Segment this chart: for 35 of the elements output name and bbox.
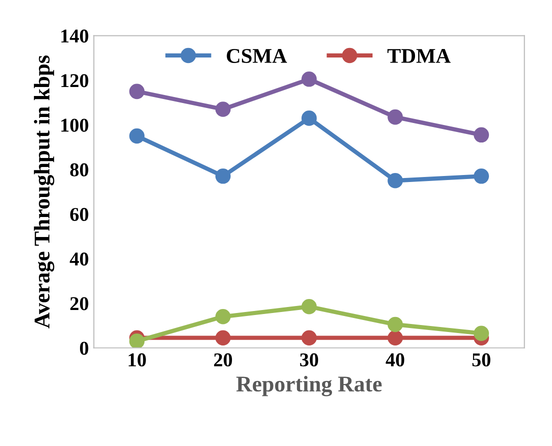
legend-label: TDMA bbox=[387, 49, 451, 63]
x-tick-label: 20 bbox=[214, 353, 232, 366]
point bbox=[215, 330, 231, 346]
point bbox=[301, 298, 317, 314]
legend-label: CSMA bbox=[226, 48, 287, 63]
point bbox=[474, 326, 489, 342]
point bbox=[129, 128, 145, 144]
y-tick-label: 140 bbox=[61, 29, 88, 43]
x-tick-label: 30 bbox=[300, 353, 318, 366]
y-tick-label: 20 bbox=[70, 297, 88, 310]
point bbox=[301, 110, 317, 126]
point bbox=[474, 127, 489, 143]
point bbox=[215, 168, 231, 184]
point bbox=[129, 84, 145, 100]
point bbox=[301, 72, 317, 87]
x-axis-title: Reporting Rate bbox=[236, 376, 382, 396]
point bbox=[215, 309, 231, 324]
y-tick-label: 120 bbox=[61, 74, 88, 88]
point bbox=[301, 330, 317, 346]
y-tick-label: 0 bbox=[80, 342, 88, 355]
point bbox=[129, 334, 145, 348]
point bbox=[388, 316, 403, 332]
y-tick-label: 100 bbox=[61, 118, 88, 132]
point bbox=[388, 172, 403, 188]
y-tick-label: 60 bbox=[70, 208, 88, 222]
y-tick-label: 80 bbox=[70, 163, 88, 176]
point bbox=[388, 109, 403, 125]
x-tick-label: 40 bbox=[386, 353, 404, 366]
point bbox=[474, 168, 489, 184]
point bbox=[215, 102, 231, 117]
x-tick-label: 50 bbox=[472, 353, 490, 366]
x-tick-label: 10 bbox=[128, 353, 146, 366]
y-tick-label: 40 bbox=[70, 252, 88, 266]
point bbox=[388, 330, 403, 346]
y-axis-title: Average Throughput in kbps bbox=[34, 56, 54, 328]
